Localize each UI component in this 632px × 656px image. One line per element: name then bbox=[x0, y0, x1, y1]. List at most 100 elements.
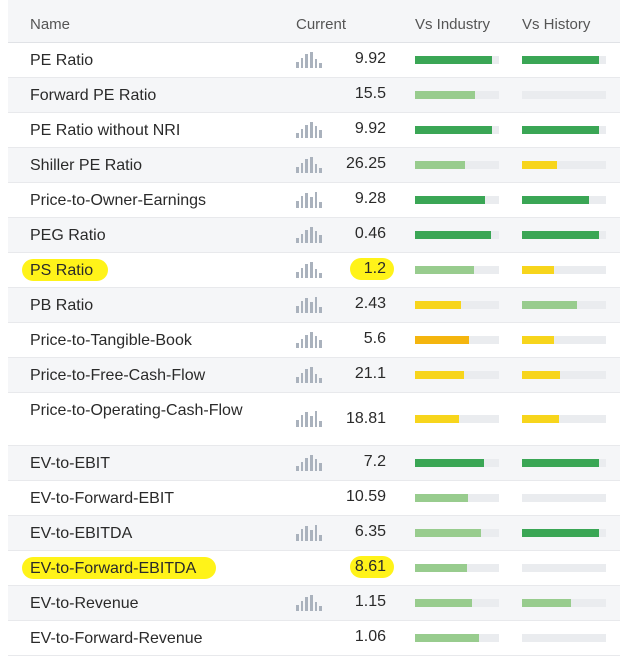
table-row[interactable]: Forward PE Ratio 15.5 bbox=[8, 78, 620, 113]
ratio-name[interactable]: PS Ratio bbox=[30, 262, 94, 279]
bar-chart-icon[interactable] bbox=[296, 332, 323, 348]
table-row[interactable]: PB Ratio 2.43 bbox=[8, 288, 620, 323]
ratio-name[interactable]: EV-to-Forward-EBITDA bbox=[30, 560, 197, 577]
vs-industry-bar[interactable] bbox=[415, 599, 499, 607]
vs-industry-bar[interactable] bbox=[415, 336, 499, 344]
table-row[interactable]: Price-to-Owner-Earnings 9.28 bbox=[8, 183, 620, 218]
vs-history-bar[interactable] bbox=[522, 599, 606, 607]
table-row[interactable]: PS Ratio 1.2 bbox=[8, 253, 620, 288]
ratio-name[interactable]: EV-to-EBIT bbox=[30, 455, 111, 472]
ratio-name[interactable]: PE Ratio without NRI bbox=[30, 122, 181, 139]
bar-chart-icon[interactable] bbox=[296, 192, 323, 208]
table-row[interactable]: EV-to-EBIT 7.2 bbox=[8, 446, 620, 481]
vs-industry-bar[interactable] bbox=[415, 126, 499, 134]
vs-history-bar[interactable] bbox=[522, 196, 606, 204]
vs-industry-bar[interactable] bbox=[415, 459, 499, 467]
ratio-name[interactable]: Price-to-Free-Cash-Flow bbox=[30, 367, 206, 384]
vs-history-bar[interactable] bbox=[522, 301, 606, 309]
vs-industry-bar[interactable] bbox=[415, 301, 499, 309]
bar-chart-icon[interactable] bbox=[296, 595, 323, 611]
current-value: 9.92 bbox=[354, 50, 386, 67]
vs-industry-bar-fill bbox=[415, 91, 476, 99]
vs-industry-bar[interactable] bbox=[415, 494, 499, 502]
bar-chart-icon[interactable] bbox=[296, 297, 323, 313]
vs-history-bar[interactable] bbox=[522, 231, 606, 239]
vs-history-bar[interactable] bbox=[522, 415, 606, 423]
vs-industry-bar[interactable] bbox=[415, 634, 499, 642]
vs-industry-bar[interactable] bbox=[415, 415, 499, 423]
vs-history-bar-fill bbox=[522, 231, 600, 239]
bar-chart-icon[interactable] bbox=[296, 411, 323, 427]
ratio-name[interactable]: Shiller PE Ratio bbox=[30, 157, 143, 174]
vs-history-bar[interactable] bbox=[522, 371, 606, 379]
valuation-ratios-table: Name Current Vs Industry Vs History PE R… bbox=[8, 0, 620, 656]
ratio-name[interactable]: Price-to-Owner-Earnings bbox=[30, 192, 207, 209]
ratio-name[interactable]: EV-to-Forward-EBIT bbox=[30, 490, 175, 507]
vs-history-bar-fill bbox=[522, 529, 600, 537]
table-row[interactable]: PE Ratio 9.92 bbox=[8, 43, 620, 78]
vs-history-bar[interactable] bbox=[522, 336, 606, 344]
vs-history-bar[interactable] bbox=[522, 564, 606, 572]
current-value: 1.15 bbox=[354, 593, 386, 610]
table-row[interactable]: Shiller PE Ratio 26.25 bbox=[8, 148, 620, 183]
vs-history-bar[interactable] bbox=[522, 634, 606, 642]
bar-chart-icon[interactable] bbox=[296, 525, 323, 541]
bar-chart-icon[interactable] bbox=[296, 52, 323, 68]
table-row[interactable]: EV-to-Forward-EBIT 10.59 bbox=[8, 481, 620, 516]
vs-industry-bar-fill bbox=[415, 371, 464, 379]
vs-history-bar-fill bbox=[522, 56, 600, 64]
vs-history-bar[interactable] bbox=[522, 161, 606, 169]
vs-industry-bar-fill bbox=[415, 196, 485, 204]
bar-chart-icon[interactable] bbox=[296, 455, 323, 471]
bar-chart-icon[interactable] bbox=[296, 227, 323, 243]
vs-industry-bar[interactable] bbox=[415, 91, 499, 99]
bar-chart-icon[interactable] bbox=[296, 262, 323, 278]
vs-history-bar[interactable] bbox=[522, 56, 606, 64]
vs-industry-bar[interactable] bbox=[415, 196, 499, 204]
ratio-name[interactable]: EV-to-EBITDA bbox=[30, 525, 133, 542]
bar-chart-icon[interactable] bbox=[296, 122, 323, 138]
vs-history-bar[interactable] bbox=[522, 126, 606, 134]
vs-industry-bar-fill bbox=[415, 415, 459, 423]
ratio-name[interactable]: Price-to-Tangible-Book bbox=[30, 332, 192, 349]
ratio-name[interactable]: PE Ratio bbox=[30, 52, 94, 69]
vs-industry-bar[interactable] bbox=[415, 529, 499, 537]
vs-industry-bar[interactable] bbox=[415, 266, 499, 274]
bar-chart-icon[interactable] bbox=[296, 157, 323, 173]
vs-industry-bar-fill bbox=[415, 599, 473, 607]
vs-industry-bar[interactable] bbox=[415, 564, 499, 572]
vs-industry-bar[interactable] bbox=[415, 56, 499, 64]
table-header: Name Current Vs Industry Vs History bbox=[8, 0, 620, 43]
ratio-name[interactable]: EV-to-Forward-Revenue bbox=[30, 630, 203, 647]
ratio-name[interactable]: PEG Ratio bbox=[30, 227, 106, 244]
table-body: PE Ratio 9.92 Forward PE Ratio 15.5 PE Ratio… bbox=[8, 43, 620, 656]
vs-history-bar[interactable] bbox=[522, 266, 606, 274]
table-row[interactable]: PEG Ratio 0.46 bbox=[8, 218, 620, 253]
vs-history-bar[interactable] bbox=[522, 91, 606, 99]
table-row[interactable]: EV-to-Forward-EBITDA 8.61 bbox=[8, 551, 620, 586]
table-row[interactable]: Price-to-Free-Cash-Flow 21.1 bbox=[8, 358, 620, 393]
ratio-name[interactable]: Price-to-Operating-Cash-Flow bbox=[30, 402, 243, 419]
header-vs-industry: Vs Industry bbox=[415, 16, 491, 33]
vs-industry-bar[interactable] bbox=[415, 231, 499, 239]
ratio-name[interactable]: PB Ratio bbox=[30, 297, 94, 314]
vs-industry-bar[interactable] bbox=[415, 371, 499, 379]
table-row[interactable]: PE Ratio without NRI 9.92 bbox=[8, 113, 620, 148]
table-row[interactable]: Price-to-Tangible-Book 5.6 bbox=[8, 323, 620, 358]
table-row[interactable]: EV-to-EBITDA 6.35 bbox=[8, 516, 620, 551]
vs-history-bar-fill bbox=[522, 196, 590, 204]
table-row[interactable]: EV-to-Revenue 1.15 bbox=[8, 586, 620, 621]
vs-history-bar[interactable] bbox=[522, 459, 606, 467]
vs-history-bar[interactable] bbox=[522, 494, 606, 502]
vs-industry-bar[interactable] bbox=[415, 161, 499, 169]
table-row[interactable]: Price-to-Operating-Cash-Flow 18.81 bbox=[8, 393, 620, 446]
ratio-name[interactable]: EV-to-Revenue bbox=[30, 595, 139, 612]
table-row[interactable]: EV-to-Forward-Revenue 1.06 bbox=[8, 621, 620, 656]
vs-industry-bar-fill bbox=[415, 161, 466, 169]
bar-chart-icon[interactable] bbox=[296, 367, 323, 383]
vs-history-bar[interactable] bbox=[522, 529, 606, 537]
current-value: 1.06 bbox=[354, 628, 386, 645]
vs-history-bar-fill bbox=[522, 415, 559, 423]
vs-industry-bar-fill bbox=[415, 634, 479, 642]
ratio-name[interactable]: Forward PE Ratio bbox=[30, 87, 157, 104]
